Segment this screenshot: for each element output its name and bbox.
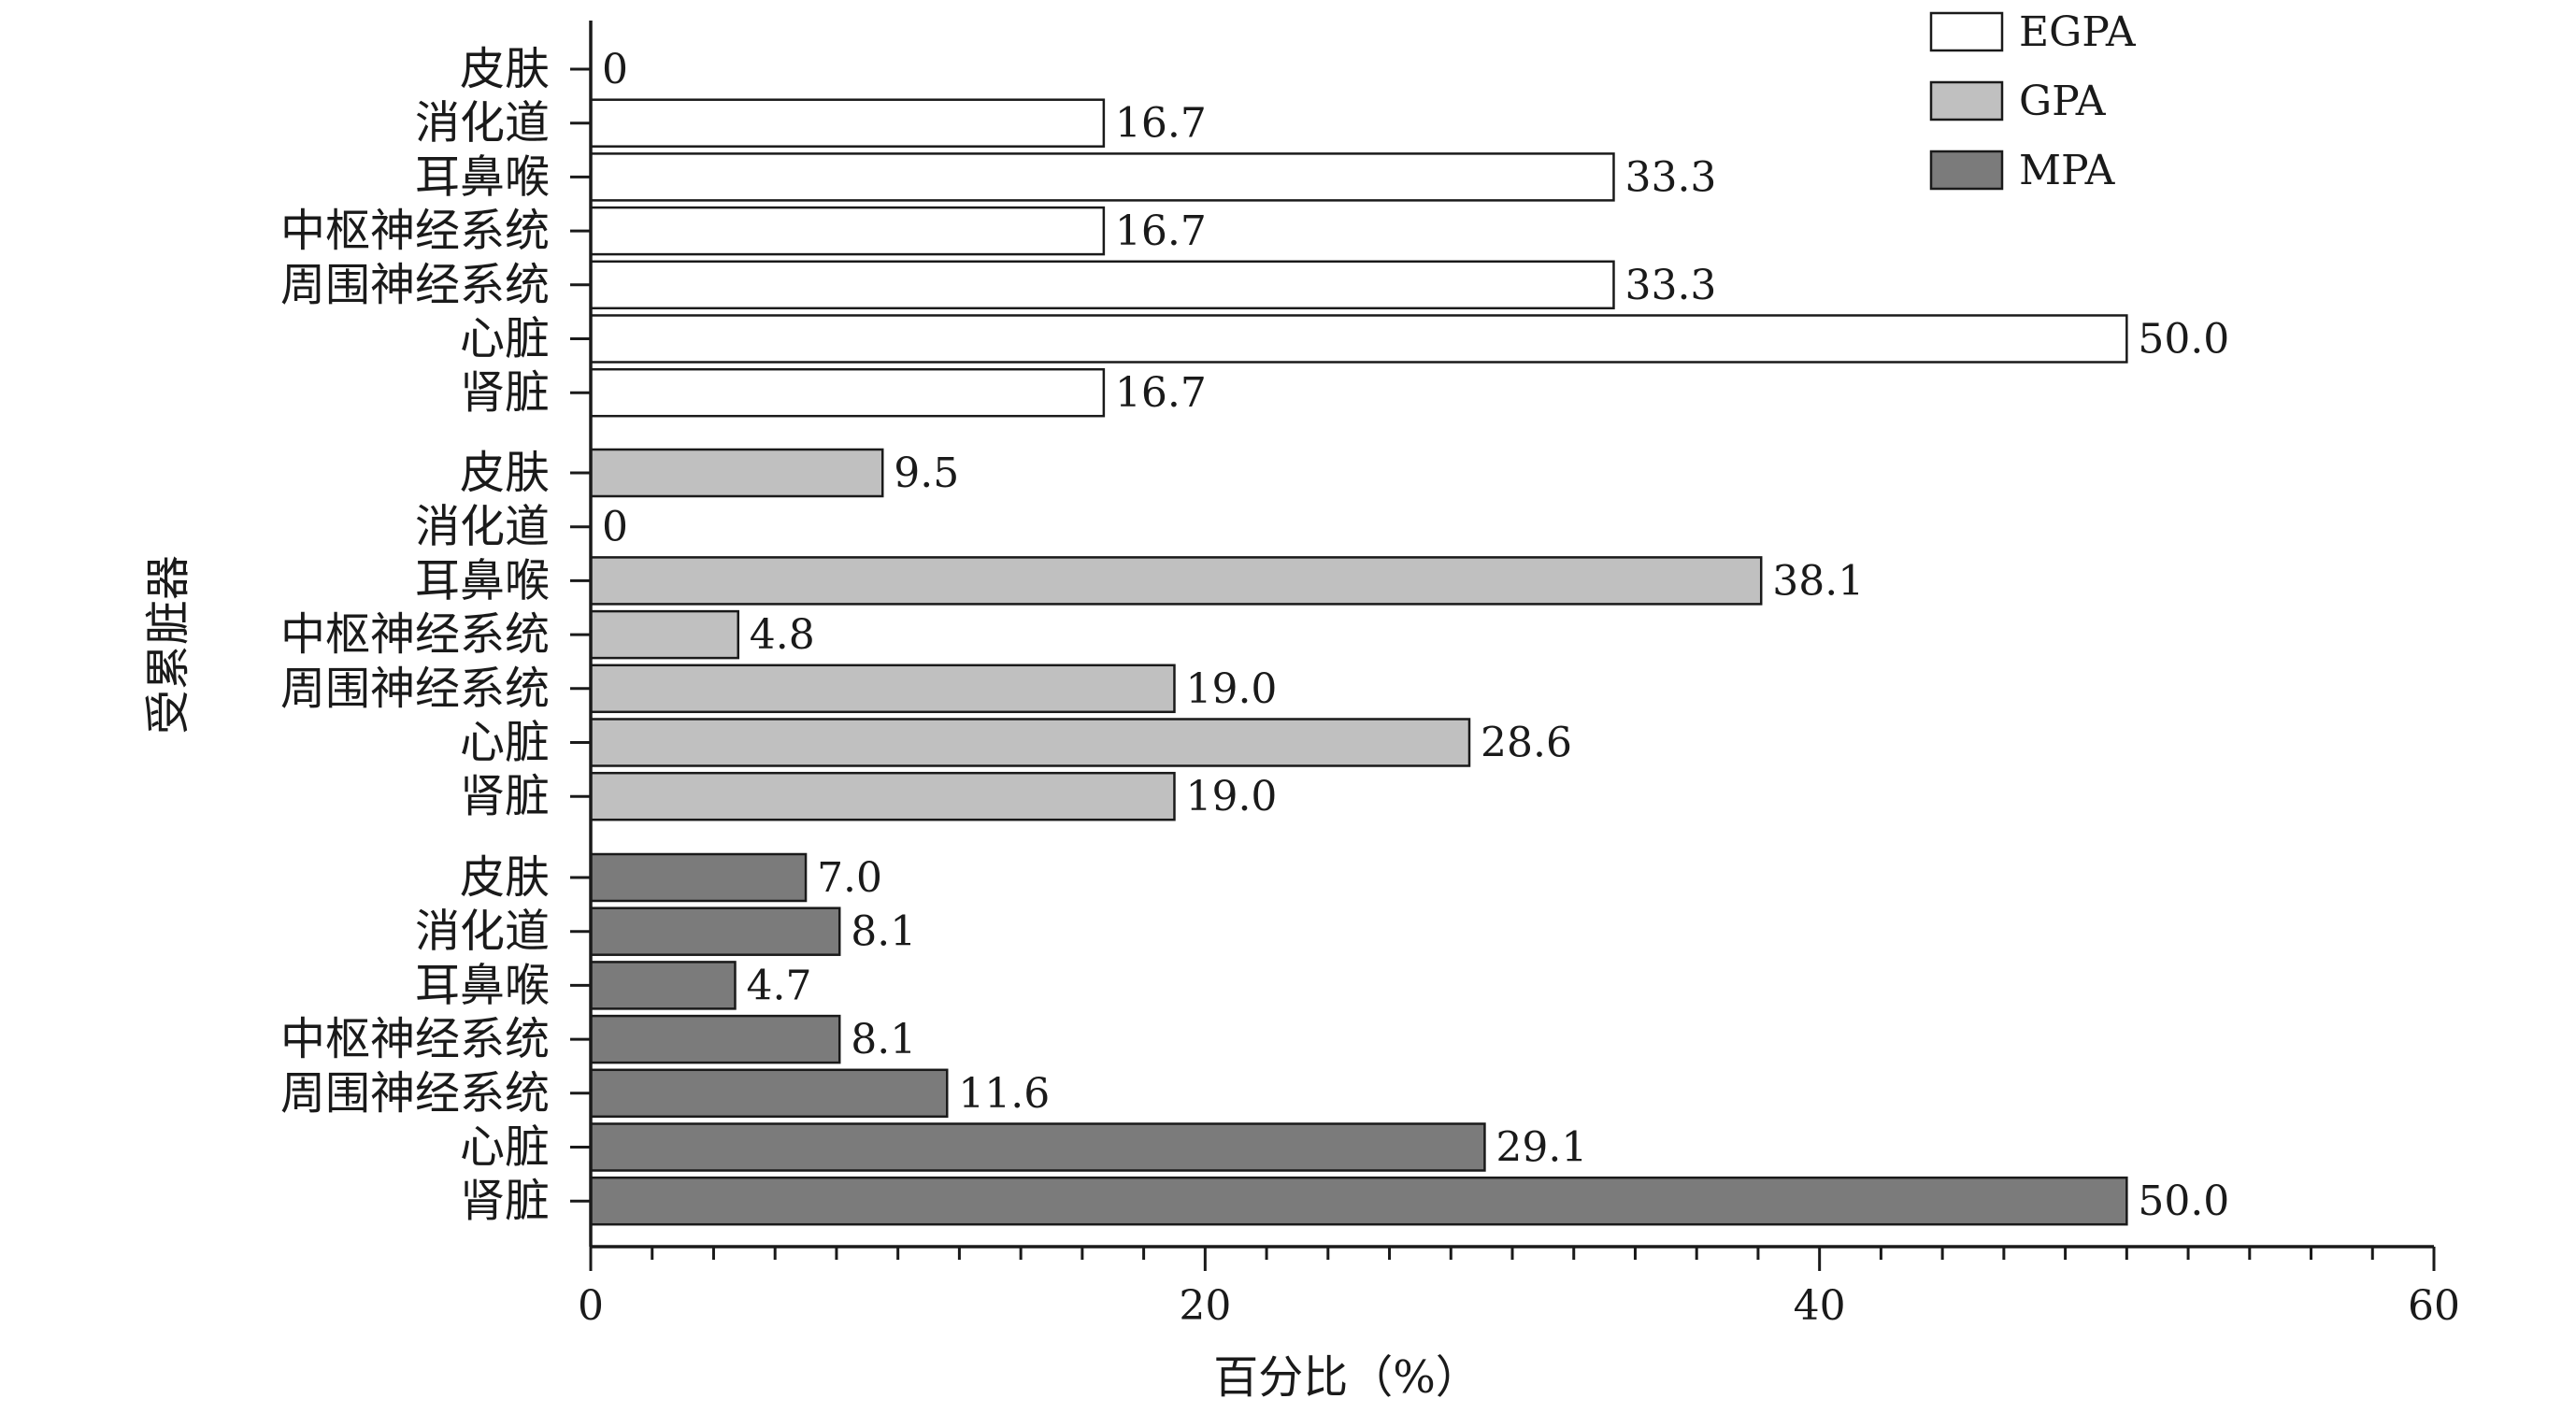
data-label: 4.7 bbox=[746, 962, 811, 1009]
data-label: 38.1 bbox=[1772, 557, 1864, 605]
bar-mpa bbox=[589, 1176, 2128, 1226]
category-label: 周围神经系统 bbox=[280, 259, 550, 311]
x-tick-label: 40 bbox=[1794, 1282, 1846, 1330]
bar-egpa bbox=[589, 260, 1615, 310]
axes-layer: 0 20 40 60 bbox=[570, 21, 2460, 1330]
data-label: 8.1 bbox=[851, 908, 916, 956]
category-label: 耳鼻喉 bbox=[415, 554, 550, 607]
category-label: 中枢神经系统 bbox=[280, 205, 550, 257]
legend-swatch-gpa bbox=[1929, 80, 2004, 121]
category-label: 肾脏 bbox=[460, 1175, 550, 1227]
category-label: 心脏 bbox=[460, 313, 550, 365]
category-label: 皮肤 bbox=[460, 447, 550, 499]
category-label: 中枢神经系统 bbox=[280, 608, 550, 661]
x-tick-label: 60 bbox=[2408, 1282, 2460, 1330]
category-label: 消化道 bbox=[415, 97, 550, 150]
bar-mpa bbox=[589, 852, 808, 903]
bar-mpa bbox=[589, 1068, 949, 1119]
legend-swatch-mpa bbox=[1929, 150, 2004, 191]
data-label: 0 bbox=[602, 46, 628, 93]
bar-mpa bbox=[589, 1122, 1486, 1172]
bar-egpa bbox=[589, 367, 1106, 418]
data-label: 19.0 bbox=[1185, 665, 1277, 713]
data-label: 16.7 bbox=[1115, 207, 1207, 255]
y-axis-title: 受累脏器 bbox=[142, 555, 194, 735]
x-axis-title: 百分比（%） bbox=[1213, 1351, 1481, 1404]
data-label: 33.3 bbox=[1624, 153, 1716, 201]
bar-egpa bbox=[589, 206, 1106, 256]
bar-mpa bbox=[589, 961, 737, 1010]
bar-gpa bbox=[589, 448, 884, 498]
data-label: 7.0 bbox=[817, 854, 882, 902]
bar-egpa bbox=[589, 152, 1615, 202]
category-label: 心脏 bbox=[460, 717, 550, 769]
data-label: 28.6 bbox=[1481, 720, 1572, 767]
legend-swatch-egpa bbox=[1929, 11, 2004, 52]
legend-label: GPA bbox=[2019, 78, 2107, 125]
bar-egpa bbox=[589, 98, 1106, 148]
data-label: 16.7 bbox=[1115, 100, 1207, 148]
bar-gpa bbox=[589, 609, 740, 660]
bars-layer bbox=[589, 98, 2128, 1226]
category-label: 消化道 bbox=[415, 501, 550, 553]
data-label: 16.7 bbox=[1115, 369, 1207, 417]
bar-egpa bbox=[589, 314, 2128, 364]
data-label: 4.8 bbox=[750, 611, 815, 659]
bar-gpa bbox=[589, 556, 1763, 606]
data-label: 50.0 bbox=[2138, 1178, 2229, 1225]
data-label: 33.3 bbox=[1624, 262, 1716, 309]
bar-gpa bbox=[589, 664, 1176, 714]
category-label: 消化道 bbox=[415, 906, 550, 958]
data-label: 0 bbox=[602, 504, 628, 551]
category-label: 皮肤 bbox=[460, 43, 550, 95]
category-label: 周围神经系统 bbox=[280, 1067, 550, 1120]
bar-gpa bbox=[589, 718, 1471, 767]
category-label: 周围神经系统 bbox=[280, 663, 550, 715]
x-tick-label: 0 bbox=[578, 1282, 604, 1330]
category-label: 耳鼻喉 bbox=[415, 150, 550, 203]
bar-mpa bbox=[589, 906, 841, 956]
category-label: 皮肤 bbox=[460, 851, 550, 904]
bar-mpa bbox=[589, 1014, 841, 1064]
category-label: 心脏 bbox=[460, 1121, 550, 1174]
data-label: 9.5 bbox=[894, 450, 959, 497]
legend-label: MPA bbox=[2019, 147, 2116, 194]
data-label: 8.1 bbox=[851, 1016, 916, 1063]
legend-label: EGPA bbox=[2019, 8, 2137, 56]
labels-layer: 皮肤 0 消化道 16.7 耳鼻喉 33.3 中枢神经系统 16.7 周围神经系统 33.3 心脏 5… bbox=[280, 43, 2229, 1227]
data-label: 19.0 bbox=[1185, 773, 1277, 821]
x-tick-label: 20 bbox=[1179, 1282, 1231, 1330]
category-label: 肾脏 bbox=[460, 366, 550, 419]
bar-gpa bbox=[589, 771, 1176, 821]
data-label: 50.0 bbox=[2138, 316, 2229, 364]
legend: EGPA GPA MPA bbox=[1929, 8, 2137, 194]
category-label: 耳鼻喉 bbox=[415, 959, 550, 1011]
data-label: 11.6 bbox=[958, 1070, 1050, 1118]
category-label: 中枢神经系统 bbox=[280, 1013, 550, 1065]
category-label: 肾脏 bbox=[460, 770, 550, 822]
data-label: 29.1 bbox=[1496, 1124, 1587, 1172]
